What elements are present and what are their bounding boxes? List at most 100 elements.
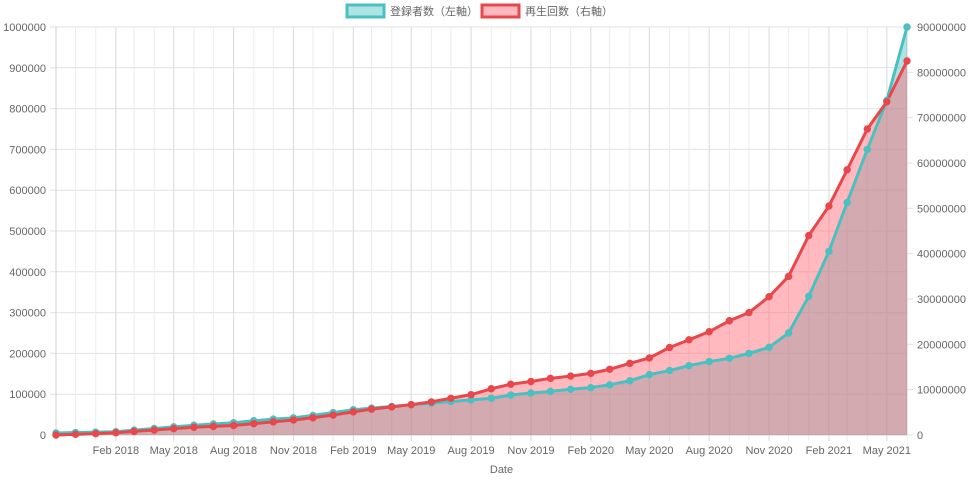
y-axis-right: 0 10000000 20000000 30000000 40000000 5000000…: [917, 22, 966, 442]
y-axis-left: 0 100000 200000 300000 400000 500000 600000 700…: [3, 22, 46, 442]
point-subscribers: [863, 145, 872, 154]
point-subscribers: [825, 247, 833, 256]
legend-label-views: 再生回数（右軸）: [525, 4, 613, 18]
point-subscribers: [527, 389, 535, 397]
x-tick-label: Feb 2018: [93, 445, 139, 457]
y-right-tick-label: 30000000: [917, 294, 966, 306]
point-subscribers: [903, 23, 911, 31]
point-views: [863, 125, 872, 133]
y-right-tick-label: 70000000: [917, 113, 966, 125]
point-subscribers: [665, 366, 674, 375]
x-tick-label: May 2020: [625, 445, 673, 457]
point-views: [645, 354, 654, 362]
point-views: [467, 390, 475, 399]
point-subscribers: [685, 361, 693, 370]
legend-swatch-subscribers: [345, 3, 386, 19]
y-left-tick-label: 600000: [9, 185, 46, 197]
point-views: [309, 414, 317, 422]
legend-label-subscribers: 登録者数（左軸）: [390, 4, 478, 18]
point-views: [91, 429, 100, 438]
y-right-tick-label: 90000000: [917, 22, 966, 34]
x-tick-label: Aug 2019: [448, 445, 495, 457]
point-subscribers: [546, 387, 555, 396]
point-subscribers: [626, 377, 634, 385]
point-views: [685, 336, 693, 344]
point-views: [427, 398, 436, 406]
point-subscribers: [566, 385, 575, 394]
point-views: [546, 374, 555, 383]
y-right-tick-label: 20000000: [917, 339, 966, 351]
x-tick-label: Aug 2018: [210, 445, 257, 457]
point-views: [209, 422, 218, 431]
x-tick-label: May 2018: [150, 445, 198, 457]
series-areas: [56, 27, 907, 435]
point-subscribers: [745, 349, 753, 358]
point-subscribers: [507, 391, 515, 399]
y-right-tick-label: 10000000: [917, 385, 966, 397]
legend: 登録者数（左軸） 再生回数（右軸）: [345, 3, 613, 19]
point-views: [566, 372, 575, 380]
point-views: [725, 317, 734, 325]
point-views: [665, 343, 674, 352]
point-views: [705, 327, 713, 336]
x-tick-label: May 2019: [387, 445, 435, 457]
x-axis: Feb 2018 May 2018 Aug 2018 Nov 2018 Feb 2019…: [93, 445, 911, 457]
point-views: [447, 394, 455, 402]
y-right-tick-label: 40000000: [917, 249, 966, 261]
point-views: [825, 202, 833, 210]
y-left-tick-label: 100000: [9, 389, 46, 401]
legend-item-subscribers[interactable]: 登録者数（左軸）: [345, 3, 478, 19]
x-tick-label: Aug 2020: [686, 445, 733, 457]
point-subscribers: [725, 354, 734, 362]
x-axis-title: Date: [490, 464, 513, 476]
point-views: [587, 369, 595, 378]
y-left-tick-label: 800000: [9, 104, 46, 116]
legend-item-views[interactable]: 再生回数（右軸）: [480, 3, 613, 19]
point-views: [507, 380, 515, 388]
point-views: [289, 416, 298, 424]
x-tick-label: Nov 2020: [746, 445, 793, 457]
series-points: [52, 23, 911, 439]
point-views: [407, 400, 415, 409]
point-views: [745, 308, 753, 317]
x-tick-label: Feb 2019: [330, 445, 376, 457]
point-subscribers: [645, 370, 654, 379]
point-views: [883, 98, 891, 106]
x-tick-label: Nov 2019: [507, 445, 554, 457]
point-subscribers: [784, 329, 793, 337]
legend-swatch-views: [480, 3, 521, 19]
point-views: [903, 57, 911, 65]
point-views: [250, 419, 258, 428]
area-views: [56, 61, 907, 435]
point-views: [805, 231, 813, 240]
point-subscribers: [705, 357, 713, 366]
x-tick-label: May 2021: [863, 445, 911, 457]
y-left-tick-label: 1000000: [3, 22, 46, 34]
point-views: [388, 403, 396, 411]
point-views: [52, 431, 60, 439]
grid: [50, 26, 913, 441]
point-views: [349, 408, 358, 416]
area-subscribers: [56, 27, 907, 435]
point-subscribers: [765, 343, 773, 351]
point-subscribers: [805, 292, 813, 300]
y-left-tick-label: 300000: [9, 308, 46, 320]
point-views: [170, 424, 178, 433]
x-tick-label: Nov 2018: [270, 445, 317, 457]
point-subscribers: [587, 383, 595, 392]
y-right-tick-label: 50000000: [917, 203, 966, 215]
point-subscribers: [605, 381, 614, 389]
point-views: [527, 377, 535, 386]
y-right-tick-label: 80000000: [917, 67, 966, 79]
point-views: [367, 405, 376, 413]
y-left-tick-label: 0: [40, 430, 46, 442]
point-views: [130, 427, 138, 436]
point-views: [843, 166, 851, 174]
point-views: [765, 293, 773, 301]
point-views: [112, 429, 120, 437]
point-views: [229, 421, 238, 430]
y-left-tick-label: 500000: [9, 226, 46, 238]
y-right-tick-label: 0: [917, 430, 923, 442]
point-views: [150, 426, 158, 434]
